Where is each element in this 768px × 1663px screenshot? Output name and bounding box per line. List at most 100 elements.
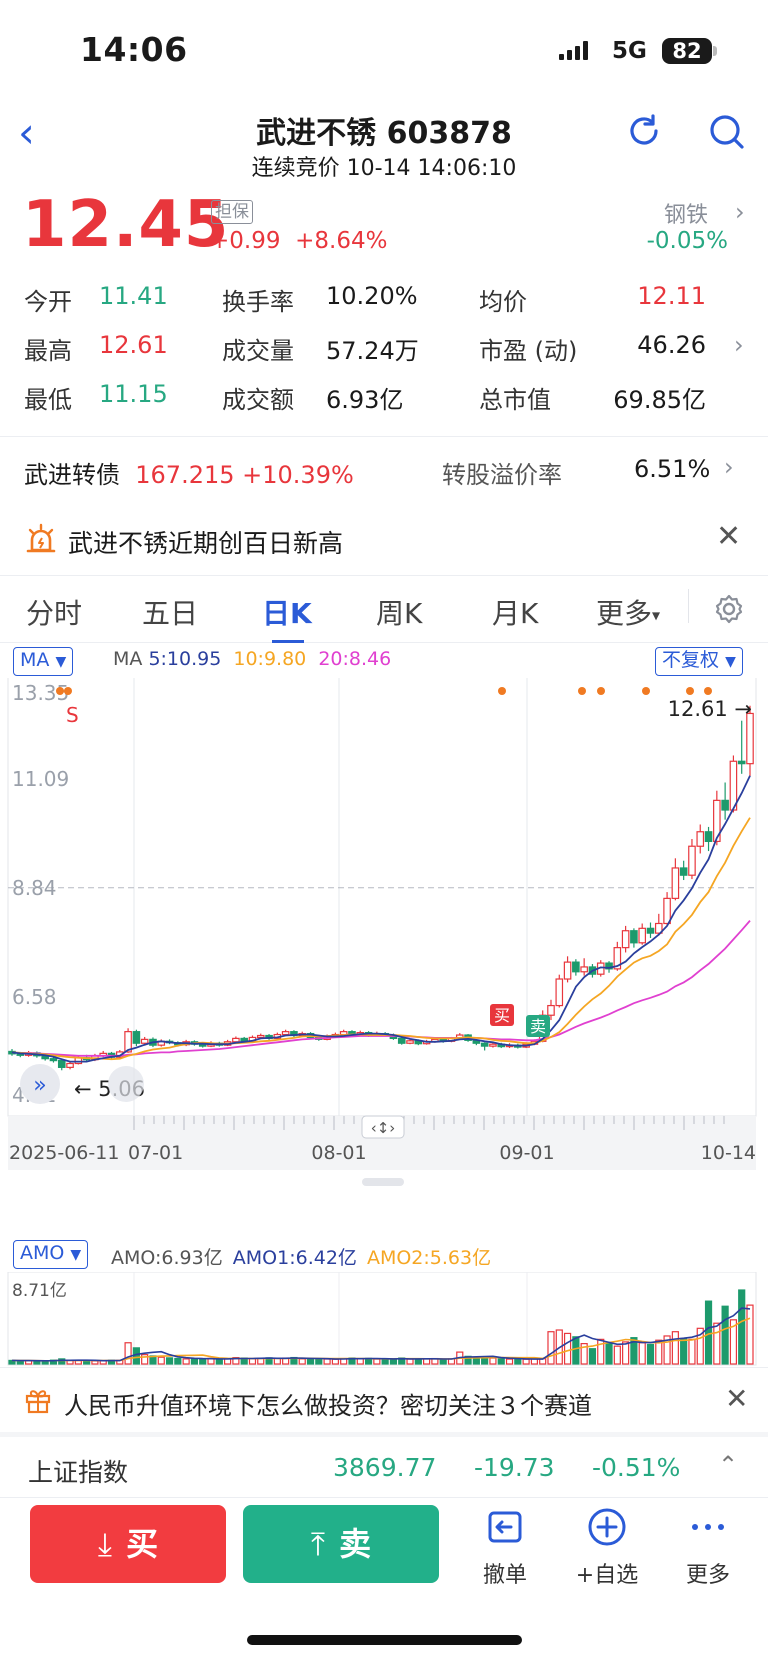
promo-banner[interactable]: 人民币升值环境下怎么做投资？密切关注３个赛道 ✕ [0,1367,768,1432]
stat-value: 10.20% [326,282,418,310]
settings-icon[interactable] [713,593,745,625]
ma-legend: MA 5:10.95 10:9.80 20:8.46 [113,648,391,670]
more-button[interactable]: 更多 [673,1507,743,1589]
amount-chart[interactable]: 8.71亿 [0,1272,768,1366]
tab-separator [688,589,689,623]
amo2-value: AMO2:5.63亿 [366,1247,492,1269]
notice-bar[interactable]: 武进不锈近期创百日新高 ✕ [0,505,768,575]
amo-value: AMO:6.93亿 [111,1247,223,1269]
candle-up [124,1031,132,1053]
stat-label: 市盈 (动) [479,337,578,365]
amo-bar-down [190,1358,199,1365]
signal-dot [56,687,64,695]
sector-change: -0.05% [646,228,728,254]
add-watchlist-button[interactable]: +自选 [572,1507,642,1589]
divider [0,575,768,576]
tab-monthly-k[interactable]: 月K [492,597,539,630]
network-label: 5G [612,38,647,64]
candle-down [605,962,613,970]
amo-bar-up [505,1358,514,1365]
amo-bar-down [381,1358,389,1365]
candle-down [721,799,729,811]
amo1-line [11,1307,751,1362]
amo-bar-up [273,1357,281,1365]
tab-weekly-k[interactable]: 周K [376,597,423,630]
tab-daily-k[interactable]: 日K [262,597,312,630]
tab-intraday[interactable]: 分时 [26,597,83,630]
cancel-order-button[interactable]: 撤单 [470,1507,540,1589]
index-value: 3869.77 [333,1453,437,1482]
sector-link[interactable]: 钢铁 [664,197,708,229]
amo-bar-down [199,1358,207,1365]
amo-bar-up [746,1304,754,1365]
amo-frame [7,1272,757,1366]
amo-bar-up [688,1338,696,1365]
more-label: 更多 [685,1563,730,1588]
amo-bar-up [547,1331,555,1365]
buy-arrow-icon: ⤓ [97,1525,113,1563]
amo-bar-up [323,1358,331,1365]
close-icon[interactable]: ✕ [716,519,742,554]
adjustment-selector[interactable]: 不复权 ▼ [655,647,743,676]
cancel-order-label: 撤单 [482,1563,527,1588]
market-index-bar[interactable]: 上证指数 3869.77 -19.73 -0.51% ⌃ [0,1437,768,1497]
amo-bar-down [165,1357,174,1365]
amo-bar-down [646,1343,655,1365]
amo-bar-down [588,1348,597,1365]
chevron-up-icon[interactable]: ⌃ [718,1451,739,1479]
buy-button-label: 买 [126,1525,159,1563]
pane-splitter [362,1178,404,1186]
status-bar: 14:06 5G 82 [0,0,768,100]
amo-bar-up [696,1327,704,1365]
back-icon[interactable]: ‹ [18,108,35,157]
tab-five-day[interactable]: 五日 [142,597,199,630]
search-icon[interactable] [707,112,747,152]
caret-down-icon: ▼ [55,654,67,670]
x-tick-label: 10-14 [701,1142,756,1164]
chevron-right-icon[interactable]: › [735,198,745,226]
amo-bar-down [497,1358,505,1365]
signal-dot [597,687,605,695]
candle-up [555,978,564,1007]
ma-selector-label: MA [20,649,50,671]
sell-button[interactable]: ⤒ 卖 [243,1505,439,1583]
stat-label: 最低 [24,386,72,414]
x-tick-label: 2025-06-11 [9,1142,119,1164]
ma10-line [11,817,751,1061]
y-tick-label: 8.84 [12,876,57,900]
trading-status: 连续竞价 10-14 14:06:10 [251,156,517,181]
amo-bar-up [671,1331,679,1365]
buy-button[interactable]: ⤓ 买 [30,1505,226,1583]
bond-name: 武进转债 [24,461,120,489]
sell-arrow-icon: ⤒ [310,1525,326,1563]
close-icon[interactable]: ✕ [725,1382,749,1415]
candle-up [256,1034,265,1039]
amo-bar-down [481,1357,489,1365]
s-marker: S [66,703,79,727]
double-chevron-icon: » [33,1073,46,1098]
amo-bar-down [721,1305,729,1365]
plus-circle-icon [588,1508,626,1546]
tab-more[interactable]: 更多▾ [596,592,660,632]
crosshair-dot [108,1066,144,1102]
amo-bar-down [306,1358,315,1365]
convertible-bond-row[interactable]: 武进转债 167.215 +10.39% 转股溢价率 6.51% › [24,453,744,490]
high-annotation: 12.61 → [668,697,752,721]
candle-up [489,1043,497,1047]
x-tick-label: 07-01 [128,1142,183,1164]
amo-bar-up [356,1358,364,1365]
refresh-icon[interactable] [625,112,663,150]
amo1-value: AMO1:6.42亿 [232,1247,357,1269]
candle-down [704,831,713,843]
ma5-line [11,775,751,1063]
stat-value: 69.85亿 [613,386,706,414]
candle-down [679,867,688,876]
amo-selector[interactable]: AMO ▼ [13,1240,89,1269]
amo-bar-up [622,1341,630,1365]
ma-selector[interactable]: MA ▼ [13,647,74,676]
chevron-right-icon[interactable]: › [734,331,744,359]
change-percent: +8.64% [295,228,388,254]
section-gap [0,1432,768,1437]
status-time: 14:06 [80,30,188,69]
